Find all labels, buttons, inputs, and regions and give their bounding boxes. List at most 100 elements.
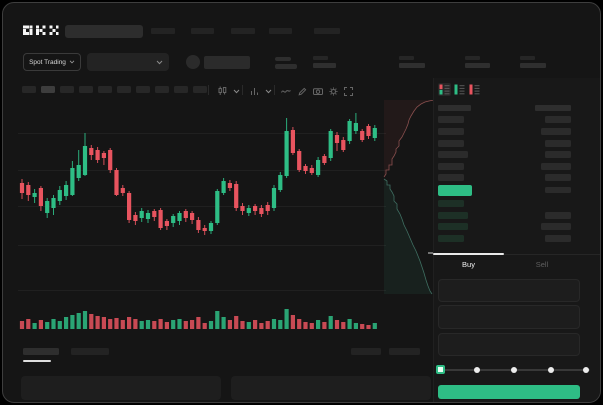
timeframe-button[interactable] (22, 86, 36, 93)
book-bids-icon[interactable] (453, 83, 466, 96)
orderbook-ask-row[interactable] (435, 138, 593, 149)
buy-submit-button[interactable] (438, 385, 580, 399)
bid-price-placeholder (438, 212, 468, 219)
active-tab-underline (433, 253, 504, 255)
orderbook-ask-row[interactable] (435, 172, 593, 183)
ticker-stats (3, 3, 600, 402)
toolbar-divider (242, 85, 243, 95)
timeframe-button[interactable] (136, 86, 150, 93)
orderbook-bid-row[interactable] (435, 210, 593, 221)
bottom-tab[interactable] (71, 348, 109, 355)
candlestick-chart[interactable] (18, 100, 434, 296)
nav-item[interactable] (269, 28, 292, 34)
timeframe-bar (3, 3, 600, 402)
slider-stop-dot[interactable] (511, 367, 517, 373)
ask-price-placeholder (438, 140, 464, 147)
ask-amount-placeholder (541, 128, 571, 135)
timeframe-button[interactable] (79, 86, 93, 93)
stat-label (520, 56, 535, 60)
bottom-bar-action[interactable] (351, 348, 381, 355)
ask-amount-placeholder (545, 116, 571, 123)
indicator-wave-icon[interactable] (280, 85, 292, 97)
tab-buy[interactable]: Buy (462, 259, 475, 269)
stat-label (313, 56, 328, 60)
ask-price-placeholder (438, 128, 464, 135)
pair-name-placeholder (204, 56, 250, 69)
orderbook (3, 3, 600, 402)
timeframe-button[interactable] (41, 86, 55, 93)
bottom-tab[interactable] (23, 348, 59, 355)
ask-amount-placeholder (541, 163, 571, 170)
stat-label (465, 56, 480, 60)
market-type-selector[interactable]: Spot Trading (23, 53, 81, 71)
bid-price-placeholder (438, 200, 464, 207)
timeframe-button[interactable] (98, 86, 112, 93)
ask-price-placeholder (438, 163, 464, 170)
slider-stop-dot[interactable] (583, 367, 589, 373)
orderbook-bid-row[interactable] (435, 221, 593, 232)
last-price-row[interactable] (435, 183, 593, 198)
pair-selector[interactable] (87, 53, 169, 71)
chart-tools (3, 3, 600, 402)
stat-value (399, 63, 425, 68)
toolbar-divider (208, 85, 209, 95)
slider-handle[interactable] (436, 365, 445, 374)
ask-price-placeholder (438, 116, 464, 123)
book-asks-icon[interactable] (468, 83, 481, 96)
candle-interval-icon[interactable] (216, 85, 228, 97)
nav-item[interactable] (314, 28, 340, 34)
timeframe-button[interactable] (193, 86, 207, 93)
orderbook-header-price (438, 105, 471, 111)
bid-amount-placeholder (541, 223, 571, 230)
bottom-panel[interactable] (21, 376, 221, 400)
stat-value (465, 63, 490, 68)
chevron-down-icon[interactable] (262, 85, 274, 97)
order-form-field[interactable] (438, 279, 580, 302)
timeframe-button[interactable] (117, 86, 131, 93)
bottom-bar (3, 3, 600, 402)
slider-stop-dot[interactable] (474, 367, 480, 373)
order-form-field[interactable] (438, 333, 580, 356)
last-price-placeholder (275, 57, 291, 61)
camera-icon[interactable] (312, 85, 324, 97)
orderbook-bid-row[interactable] (435, 198, 593, 209)
nav-item[interactable] (231, 28, 255, 34)
orderbook-ask-row[interactable] (435, 161, 593, 172)
bottom-bar-action[interactable] (389, 348, 420, 355)
top-nav (3, 3, 600, 402)
nav-item[interactable] (151, 28, 175, 34)
tab-sell[interactable]: Sell (535, 259, 549, 269)
orderbook-ask-row[interactable] (435, 114, 593, 125)
slider-stop-dot[interactable] (548, 367, 554, 373)
search-input[interactable] (65, 25, 143, 38)
settings-gear-icon[interactable] (327, 85, 339, 97)
chart-style-icon[interactable] (248, 85, 260, 97)
fullscreen-expand-icon[interactable] (342, 85, 354, 97)
timeframe-button[interactable] (155, 86, 169, 93)
ask-amount-placeholder (545, 151, 571, 158)
chevron-down-icon[interactable] (230, 85, 242, 97)
timeframe-button[interactable] (60, 86, 74, 93)
depth-bid-area (384, 179, 432, 294)
last-price-amount-placeholder (545, 187, 571, 193)
volume-chart[interactable] (18, 301, 434, 331)
orderbook-header-amount (535, 105, 571, 111)
orderbook-ask-row[interactable] (435, 149, 593, 160)
draw-pencil-icon[interactable] (296, 85, 308, 97)
chevron-down-icon (69, 60, 75, 64)
bid-price-placeholder (438, 223, 468, 230)
depth-ask-area (384, 100, 434, 177)
ask-price-placeholder (438, 174, 464, 181)
coin-icon (186, 55, 200, 69)
book-both-icon[interactable] (438, 83, 451, 96)
orderbook-bid-row[interactable] (435, 233, 593, 244)
timeframe-button[interactable] (174, 86, 188, 93)
bid-amount-placeholder (545, 235, 571, 242)
depth-mid-marker (428, 252, 434, 254)
orderbook-ask-row[interactable] (435, 126, 593, 137)
bottom-tab-underline (23, 360, 51, 362)
nav-item[interactable] (191, 28, 214, 34)
bottom-panel[interactable] (231, 376, 431, 400)
order-form-field[interactable] (438, 305, 580, 329)
